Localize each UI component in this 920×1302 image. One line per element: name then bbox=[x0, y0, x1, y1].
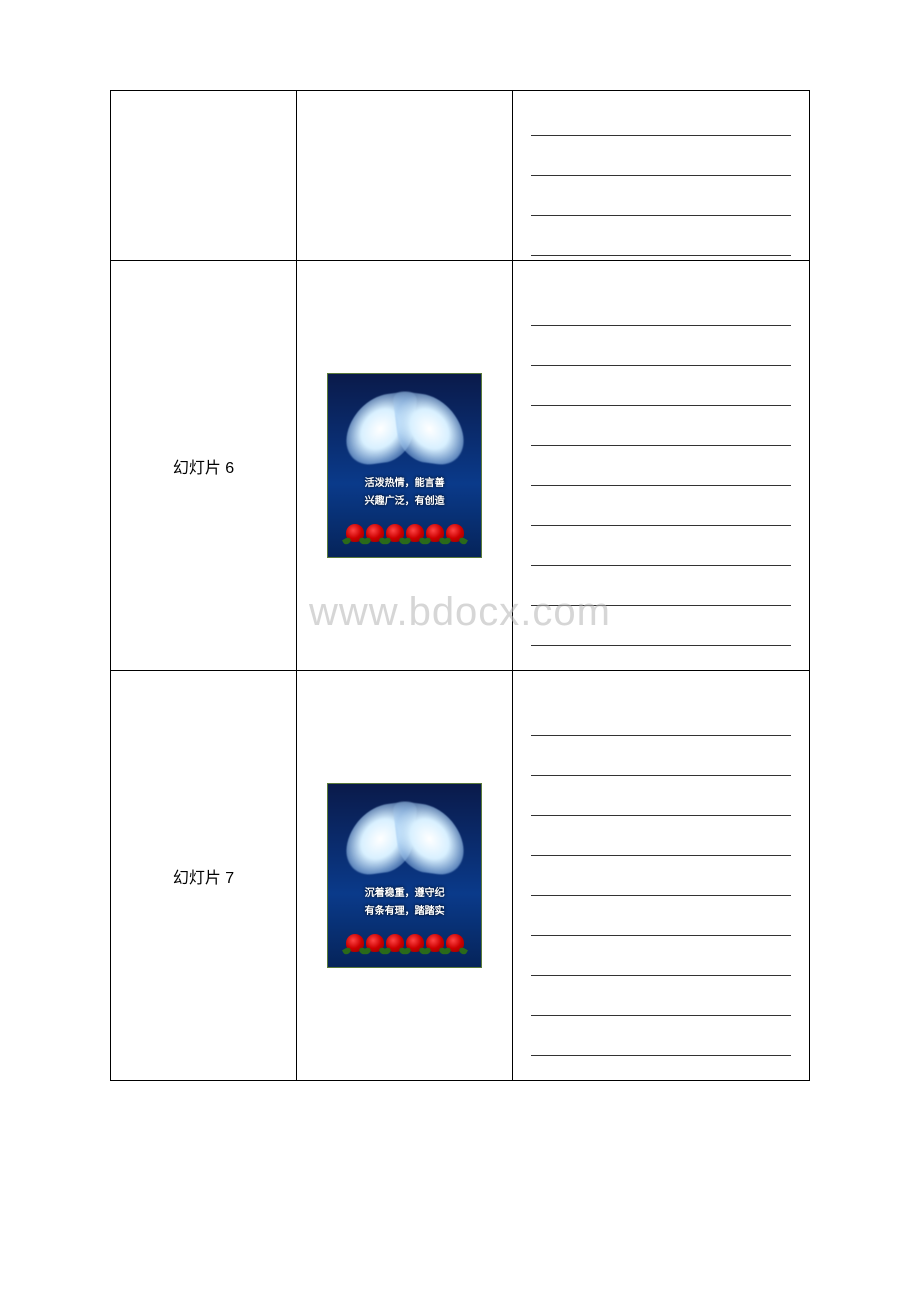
notes-cell bbox=[513, 91, 810, 261]
slide-thumbnail-cell: 活泼热情，能言善兴趣广泛，有创造 bbox=[297, 261, 513, 671]
note-line bbox=[531, 466, 791, 486]
note-line bbox=[531, 996, 791, 1016]
note-line bbox=[531, 796, 791, 816]
notes-cell bbox=[513, 261, 810, 671]
note-line bbox=[531, 196, 791, 216]
table-row: 幻灯片 7 沉着稳重，遵守纪有条有理，踏踏实 bbox=[111, 671, 810, 1081]
note-line bbox=[531, 426, 791, 446]
roses-decoration bbox=[328, 929, 481, 957]
slide-label: 幻灯片 7 bbox=[173, 870, 234, 887]
page-container: 幻灯片 6 活泼热情，能言善兴趣广泛，有创造幻灯片 7 沉着稳重，遵守纪有条有理，踏… bbox=[0, 0, 920, 1171]
thumb-text-line: 沉着稳重，遵守纪 bbox=[328, 884, 481, 899]
table-row bbox=[111, 91, 810, 261]
thumb-text-line: 兴趣广泛，有创造 bbox=[328, 492, 481, 507]
note-line bbox=[531, 1036, 791, 1056]
note-line bbox=[531, 876, 791, 896]
table-row: 幻灯片 6 活泼热情，能言善兴趣广泛，有创造 bbox=[111, 261, 810, 671]
note-line bbox=[531, 506, 791, 526]
slide-label-cell: 幻灯片 6 bbox=[111, 261, 297, 671]
note-line bbox=[531, 306, 791, 326]
slide-thumbnail-cell bbox=[297, 91, 513, 261]
roses-decoration bbox=[328, 519, 481, 547]
note-line bbox=[531, 836, 791, 856]
slide-thumbnail: 活泼热情，能言善兴趣广泛，有创造 bbox=[327, 373, 482, 558]
slide-label-cell: 幻灯片 7 bbox=[111, 671, 297, 1081]
slide-label-cell bbox=[111, 91, 297, 261]
note-line bbox=[531, 156, 791, 176]
note-line bbox=[531, 756, 791, 776]
note-line bbox=[531, 546, 791, 566]
slide-thumbnail-cell: 沉着稳重，遵守纪有条有理，踏踏实 bbox=[297, 671, 513, 1081]
note-line bbox=[531, 386, 791, 406]
note-line bbox=[531, 626, 791, 646]
note-line bbox=[531, 346, 791, 366]
note-line bbox=[531, 586, 791, 606]
note-line bbox=[531, 236, 791, 256]
thumb-text-line: 活泼热情，能言善 bbox=[328, 474, 481, 489]
slide-label: 幻灯片 6 bbox=[173, 460, 234, 477]
note-line bbox=[531, 916, 791, 936]
note-line bbox=[531, 716, 791, 736]
notes-cell bbox=[513, 671, 810, 1081]
slides-table: 幻灯片 6 活泼热情，能言善兴趣广泛，有创造幻灯片 7 沉着稳重，遵守纪有条有理，踏… bbox=[110, 90, 810, 1081]
note-line bbox=[531, 956, 791, 976]
thumb-text-line: 有条有理，踏踏实 bbox=[328, 902, 481, 917]
wings-icon bbox=[328, 394, 481, 469]
note-line bbox=[531, 116, 791, 136]
wings-icon bbox=[328, 804, 481, 879]
slide-thumbnail: 沉着稳重，遵守纪有条有理，踏踏实 bbox=[327, 783, 482, 968]
